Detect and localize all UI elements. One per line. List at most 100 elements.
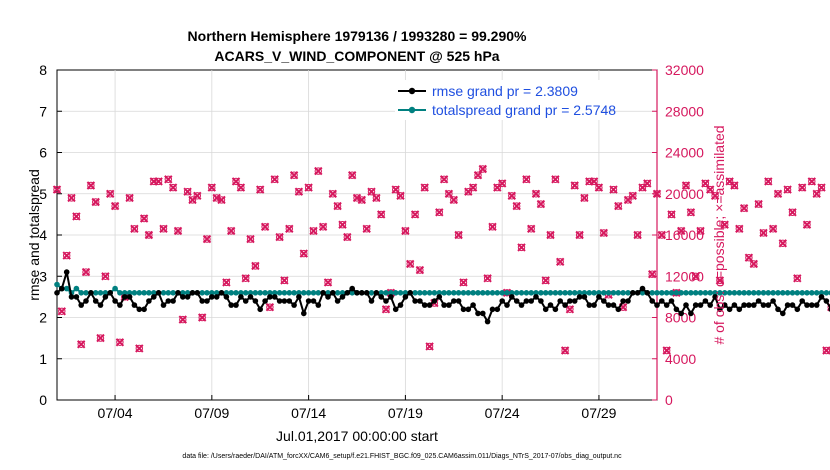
obs-possible-circle (333, 202, 342, 210)
obs-marker (154, 177, 163, 186)
rmse-point (141, 306, 147, 313)
obs-possible-circle (614, 202, 622, 210)
spread-point (586, 290, 593, 296)
spread-point (397, 290, 404, 296)
obs-assimilated-cross (541, 276, 550, 285)
obs-possible-circle (696, 227, 705, 235)
obs-assimilated-cross (449, 195, 459, 205)
obs-assimilated-cross (667, 210, 676, 219)
obs-assimilated-cross (817, 183, 826, 192)
obs-assimilated-cross (483, 274, 492, 283)
obs-marker (67, 193, 76, 203)
rmse-point (257, 306, 264, 313)
spread-point (339, 290, 346, 296)
spread-point (446, 290, 452, 296)
obs-assimilated-cross (144, 230, 154, 240)
obs-marker (710, 191, 720, 201)
obs-possible-circle (367, 188, 376, 196)
spread-point (247, 290, 254, 296)
obs-marker (125, 193, 134, 203)
rmse-point (155, 290, 162, 296)
obs-marker (773, 189, 783, 199)
obs-possible-circle (106, 190, 114, 198)
spread-point (184, 290, 191, 296)
obs-possible-circle (759, 229, 768, 237)
obs-assimilated-cross (609, 185, 618, 194)
obs-assimilated-cross (299, 249, 309, 258)
obs-possible-circle (222, 278, 231, 287)
rmse-point (417, 298, 423, 304)
obs-possible-circle (62, 251, 71, 260)
spread-point (576, 290, 583, 296)
obs-assimilated-cross (468, 183, 478, 192)
spread-point (605, 290, 612, 296)
rmse-point (518, 302, 525, 308)
obs-possible-circle (208, 183, 216, 192)
obs-assimilated-cross (575, 230, 584, 240)
spread-point (417, 290, 423, 296)
obs-marker (551, 175, 560, 184)
obs-possible-circle (677, 227, 685, 235)
obs-assimilated-cross (381, 305, 391, 314)
rmse-point (175, 290, 181, 296)
obs-assimilated-cross (526, 224, 536, 234)
spread-point (697, 290, 704, 296)
obs-marker (173, 226, 183, 236)
obs-assimilated-cross (255, 185, 265, 194)
spread-point (92, 290, 99, 296)
obs-assimilated-cross (565, 305, 575, 314)
obs-marker (691, 272, 700, 281)
obs-possible-circle (817, 183, 826, 192)
obs-possible-circle (595, 183, 603, 192)
y-right-tick-label: 28000 (665, 103, 704, 119)
obs-possible-circle (116, 338, 124, 346)
obs-assimilated-cross (241, 274, 250, 283)
obs-possible-circle (706, 185, 714, 194)
obs-marker (759, 228, 768, 238)
obs-marker (289, 170, 299, 180)
obs-assimilated-cross (546, 230, 555, 240)
rmse-point (509, 294, 515, 300)
obs-marker (594, 183, 604, 192)
rmse-point (271, 294, 278, 300)
obs-possible-circle (193, 192, 202, 200)
obs-assimilated-cross (139, 214, 149, 223)
obs-marker (764, 177, 773, 186)
obs-possible-circle (421, 183, 429, 192)
rmse-point (373, 290, 380, 296)
rmse-point (359, 290, 365, 296)
obs-marker (662, 346, 671, 355)
rmse-point (446, 302, 452, 308)
rmse-point (712, 294, 718, 300)
rmse-point (315, 302, 322, 308)
obs-marker (507, 191, 517, 201)
spread-point (470, 290, 476, 296)
obs-possible-circle (508, 192, 516, 200)
obs-marker (309, 226, 318, 236)
obs-marker (720, 220, 729, 229)
obs-possible-circle (648, 270, 656, 278)
obs-possible-circle (329, 190, 337, 198)
obs-marker (570, 181, 579, 190)
rmse-point (301, 310, 307, 317)
obs-possible-circle (658, 231, 666, 239)
obs-marker (459, 278, 468, 287)
obs-marker (294, 187, 304, 196)
obs-possible-circle (300, 249, 308, 258)
obs-marker (226, 226, 236, 236)
obs-marker (57, 307, 67, 316)
obs-marker (197, 313, 207, 322)
obs-marker (768, 224, 778, 234)
rmse-point (296, 294, 302, 300)
obs-possible-circle (217, 196, 226, 204)
rmse-point (707, 302, 713, 308)
obs-assimilated-cross (710, 191, 720, 201)
rmse-point (533, 294, 539, 300)
spread-point (702, 290, 709, 296)
obs-assimilated-cross (125, 193, 134, 203)
spread-point (567, 290, 573, 296)
obs-assimilated-cross (676, 226, 686, 236)
obs-marker (115, 338, 125, 347)
obs-marker (478, 164, 488, 174)
obs-possible-circle (154, 177, 163, 186)
